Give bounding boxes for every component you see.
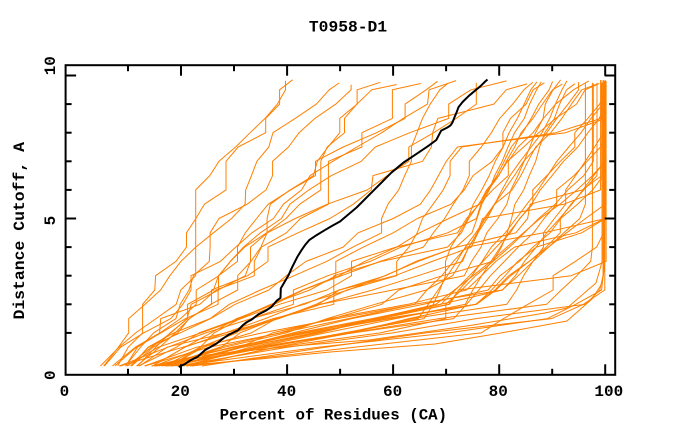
svg-text:60: 60 [383,383,402,401]
svg-text:Distance Cutoff, A: Distance Cutoff, A [11,142,29,320]
svg-text:100: 100 [594,383,623,401]
svg-text:40: 40 [277,383,296,401]
svg-text:Percent of Residues (CA): Percent of Residues (CA) [220,407,448,425]
svg-text:0: 0 [42,370,60,380]
svg-text:10: 10 [42,56,60,75]
svg-text:0: 0 [60,383,70,401]
svg-text:80: 80 [489,383,508,401]
svg-text:T0958-D1: T0958-D1 [309,19,387,37]
svg-text:5: 5 [42,216,60,226]
svg-text:20: 20 [171,383,190,401]
